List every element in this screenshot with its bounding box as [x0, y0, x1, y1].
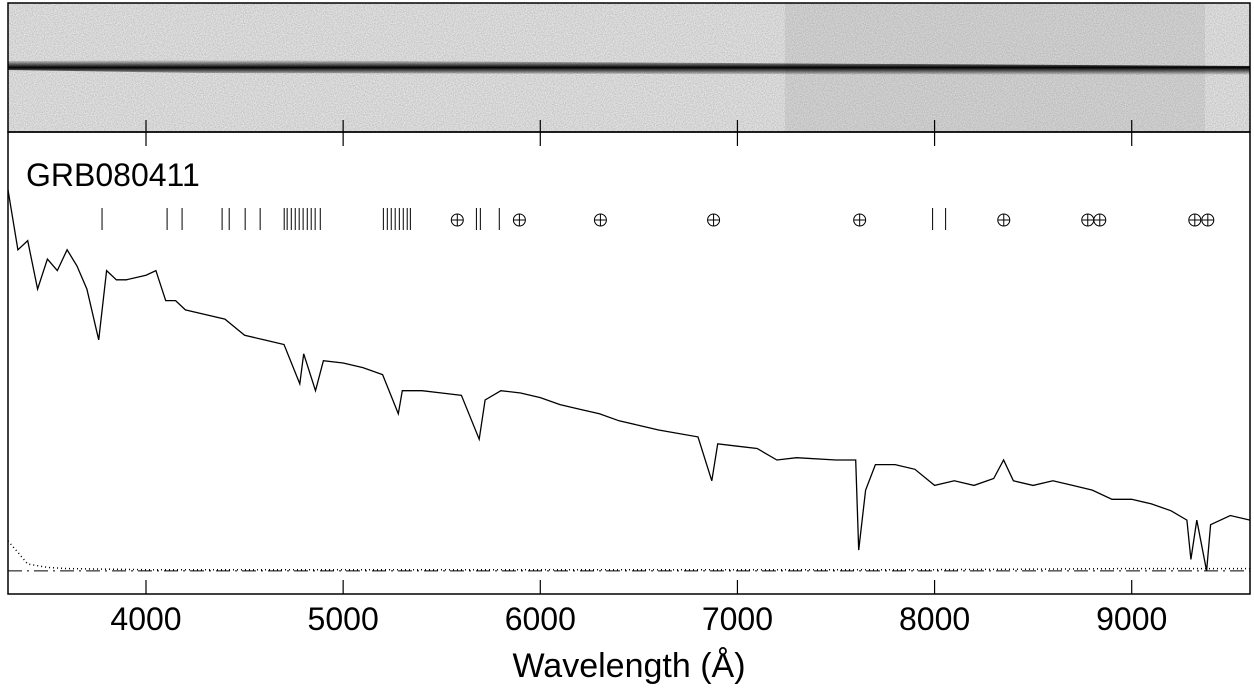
telluric-symbol	[1081, 214, 1094, 226]
telluric-marker	[1201, 213, 1215, 227]
telluric-symbol	[451, 214, 464, 226]
plot-area: 4000 5000 6000 7000 8000 9000	[7, 120, 1251, 637]
telluric-marker	[1188, 213, 1202, 227]
two-d-spectrum	[7, 2, 1251, 133]
chart-title: GRB080411	[26, 157, 200, 193]
telluric-marker	[593, 213, 607, 227]
telluric-symbol	[707, 214, 720, 226]
telluric-marker	[512, 213, 526, 227]
x-tick-label: 5000	[308, 601, 379, 637]
telluric-symbol	[997, 214, 1010, 226]
telluric-symbol	[853, 214, 866, 226]
x-tick-label: 4000	[110, 601, 181, 637]
telluric-symbol	[1188, 214, 1201, 226]
telluric-marker	[853, 213, 867, 227]
spectrum	[7, 189, 1251, 572]
telluric-marker	[1093, 213, 1107, 227]
telluric-marker	[707, 213, 721, 227]
telluric-symbol	[594, 214, 607, 226]
telluric-symbol	[1201, 214, 1214, 226]
telluric-symbol	[1093, 214, 1106, 226]
plot-frame	[7, 131, 1251, 595]
x-tick-label: 7000	[702, 601, 773, 637]
x-tick-label: 6000	[505, 601, 576, 637]
telluric-symbol	[513, 214, 526, 226]
telluric-marker	[1081, 213, 1095, 227]
x-axis-label: Wavelength (Å)	[512, 647, 745, 685]
telluric-marker	[450, 213, 464, 227]
x-tick-label: 8000	[899, 601, 970, 637]
x-tick-label: 9000	[1096, 601, 1167, 637]
error-spectrum	[7, 540, 1250, 571]
telluric-marker	[997, 213, 1011, 227]
